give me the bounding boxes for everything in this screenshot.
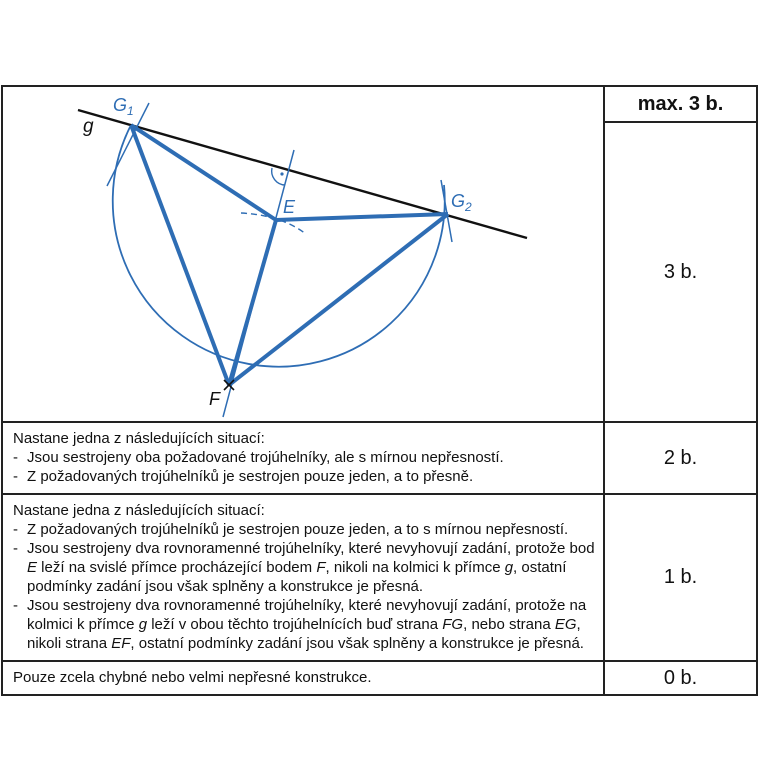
right-angle-mark	[270, 167, 286, 186]
points-1: 1 b.	[603, 493, 758, 662]
criteria-1-item: Jsou sestrojeny dva rovnoramenné trojúhe…	[13, 596, 595, 653]
line-through-g1	[106, 102, 150, 187]
points-2: 2 b.	[603, 421, 758, 495]
scoring-table: g G1 G2 E F max. 3 b. 3 b. Nastane jedna…	[1, 85, 758, 696]
edge-e-f	[227, 219, 278, 386]
dashed-arc	[240, 212, 307, 235]
figure-cell: g G1 G2 E F	[1, 85, 605, 423]
label-g1: G1	[113, 95, 134, 118]
row-2-points: Nastane jedna z následujících situací: J…	[1, 421, 758, 495]
criteria-1-item: Z požadovaných trojúhelníků je sestrojen…	[13, 520, 595, 539]
criteria-2-item: Jsou sestrojeny oba požadované trojúheln…	[13, 448, 595, 467]
criteria-1: Nastane jedna z následujících situací: Z…	[1, 493, 605, 662]
criteria-2: Nastane jedna z následujících situací: J…	[1, 421, 605, 495]
row-3-points: 3 b.	[2, 121, 758, 423]
edge-g1-e	[129, 123, 278, 222]
points-3: 3 b.	[603, 121, 758, 423]
edge-g1-f	[129, 124, 231, 386]
label-g2-sub: 2	[464, 200, 472, 214]
label-g: g	[83, 116, 94, 137]
row-0-points: Pouze zcela chybné nebo velmi nepřesné k…	[1, 660, 758, 696]
criteria-2-item: Z požadovaných trojúhelníků je sestrojen…	[13, 467, 595, 486]
label-e: E	[283, 197, 296, 217]
criteria-1-item: Jsou sestrojeny dva rovnoramenné trojúhe…	[13, 539, 595, 596]
criteria-1-intro: Nastane jedna z následujících situací:	[13, 502, 265, 519]
criteria-0: Pouze zcela chybné nebo velmi nepřesné k…	[1, 660, 605, 696]
edge-e-g2	[275, 212, 449, 222]
label-g1-sub: 1	[127, 104, 134, 118]
circumcircle-arc	[111, 126, 446, 368]
points-0: 0 b.	[603, 660, 758, 696]
criteria-2-intro: Nastane jedna z následujících situací:	[13, 430, 265, 447]
line-through-g2	[440, 179, 453, 243]
construction-figure: g G1 G2 E F	[77, 95, 528, 418]
max-points-header: max. 3 b.	[603, 85, 758, 123]
row-1-points: Nastane jedna z následujících situací: Z…	[1, 493, 758, 662]
edge-f-g2	[227, 212, 450, 387]
right-angle-dot	[280, 172, 284, 176]
point-f-cross-b	[223, 379, 235, 391]
label-g2: G2	[451, 191, 472, 214]
line-g	[77, 108, 528, 240]
header-row: g G1 G2 E F max. 3 b.	[1, 85, 758, 423]
label-f: F	[209, 389, 221, 409]
